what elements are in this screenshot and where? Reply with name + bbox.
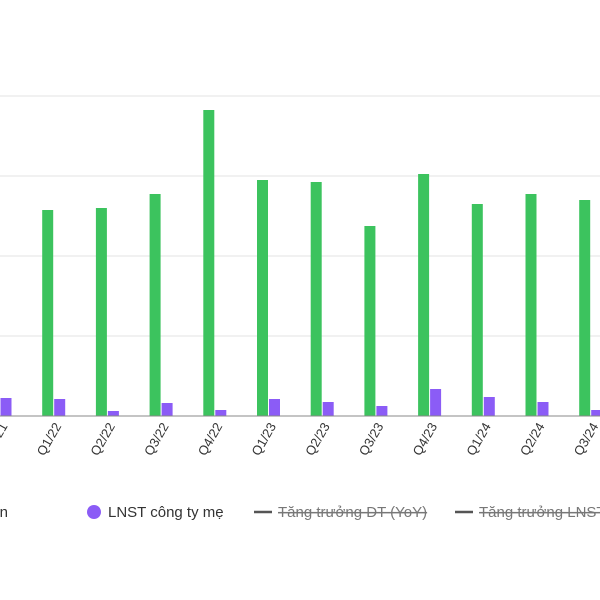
- legend-revenue[interactable]: Doanh thu BH thuần: [0, 504, 8, 521]
- bar-revenue[interactable]: [418, 174, 430, 416]
- bar-revenue[interactable]: [203, 110, 215, 416]
- bar-revenue[interactable]: [42, 210, 54, 416]
- bar-revenue[interactable]: [364, 226, 376, 416]
- bar-profit[interactable]: [0, 398, 12, 416]
- legend-dot: [87, 505, 101, 519]
- x-tick-label: Q4/21: [0, 420, 11, 458]
- bar-revenue[interactable]: [95, 208, 107, 416]
- x-tick-label: Q4/22: [195, 420, 226, 458]
- bar-revenue[interactable]: [579, 200, 591, 416]
- bar-profit[interactable]: [376, 406, 388, 416]
- bar-profit[interactable]: [537, 402, 549, 416]
- bar-profit[interactable]: [591, 410, 600, 416]
- bar-profit[interactable]: [483, 397, 495, 416]
- x-tick-label: Q1/23: [248, 420, 279, 458]
- legend-label: LNST công ty mẹ: [108, 504, 224, 521]
- x-tick-label: Q3/23: [356, 420, 387, 458]
- x-tick-label: Q2/22: [87, 420, 118, 458]
- x-tick-label: Q2/24: [517, 420, 548, 458]
- bars: [0, 110, 600, 416]
- bar-revenue[interactable]: [525, 194, 537, 416]
- grid-lines: [0, 95, 600, 337]
- legend-label: Tăng trưởng DT (YoY): [278, 504, 427, 521]
- bar-revenue[interactable]: [257, 180, 268, 416]
- x-tick-label: Q3/22: [141, 420, 172, 458]
- x-tick-label: Q4/23: [409, 420, 440, 458]
- bar-profit[interactable]: [161, 403, 173, 416]
- legend: Doanh thu BH thuần LNST công ty mẹ Tăng tr…: [0, 504, 600, 521]
- x-tick-label: Q1/24: [463, 420, 494, 458]
- x-tick-label: Q1/22: [34, 420, 65, 458]
- legend-profit[interactable]: LNST công ty mẹ: [87, 504, 224, 521]
- bar-profit[interactable]: [107, 411, 119, 416]
- x-tick-label: Q2/23: [302, 420, 333, 458]
- legend-profit-growth[interactable]: Tăng trưởng LNST (YoY): [455, 504, 600, 521]
- bar-profit[interactable]: [322, 402, 334, 416]
- x-tick-labels: Q4/21 Q1/22 Q2/22 Q3/22 Q4/22 Q1/23 Q2/23 Q3/23…: [0, 420, 600, 458]
- bar-profit[interactable]: [269, 399, 280, 416]
- bar-revenue[interactable]: [471, 204, 483, 416]
- bar-profit[interactable]: [54, 399, 66, 416]
- bar-revenue[interactable]: [149, 194, 161, 416]
- legend-label: Tăng trưởng LNST (YoY): [479, 504, 600, 521]
- legend-revenue-growth[interactable]: Tăng trưởng DT (YoY): [254, 504, 427, 521]
- bar-profit[interactable]: [215, 410, 227, 416]
- legend-label: Doanh thu BH thuần: [0, 504, 8, 521]
- bar-revenue[interactable]: [310, 182, 322, 416]
- x-tick-label: Q3/24: [571, 420, 600, 458]
- bar-profit[interactable]: [430, 389, 442, 416]
